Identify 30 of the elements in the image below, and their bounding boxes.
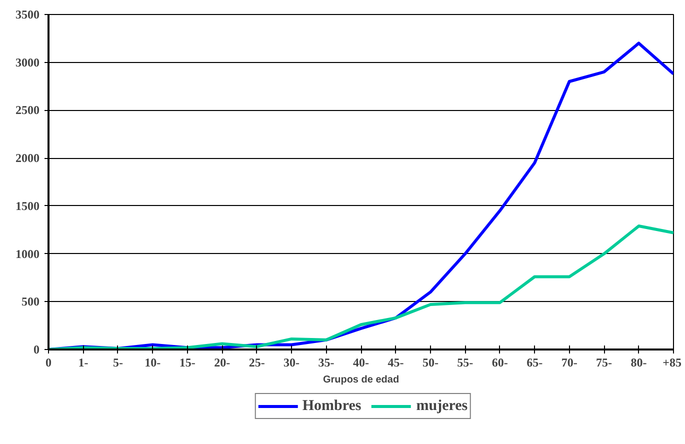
x-tick-label: 1- [78, 356, 88, 370]
y-tick-label: 3000 [16, 55, 40, 70]
y-tick-label: 0 [34, 342, 40, 356]
x-tick-label: +85 [662, 356, 682, 370]
x-tick-label: 60- [492, 356, 508, 370]
x-tick-label: 50- [422, 356, 438, 370]
x-tick-label: 25- [248, 356, 265, 370]
x-tick-label: 45- [388, 356, 404, 370]
legend-label: mujeres [416, 398, 468, 414]
x-tick-label: 35- [318, 356, 334, 370]
legend-label: Hombres [302, 398, 362, 414]
x-tick-label: 15- [179, 356, 196, 370]
x-axis-title: Grupos de edad [322, 374, 400, 386]
x-tick-label: 10- [144, 356, 161, 370]
y-tick-label: 2500 [16, 103, 40, 118]
y-tick-label: 1500 [16, 198, 40, 213]
x-tick-label: 30- [284, 356, 300, 370]
x-tick-label: 65- [526, 356, 543, 370]
y-tick-label: 1000 [16, 246, 40, 261]
x-tick-label: 0 [46, 356, 52, 370]
x-tick-label: 40- [353, 356, 369, 370]
y-tick-label: 500 [22, 294, 40, 309]
x-tick-label: 55- [457, 356, 474, 370]
x-tick-label: 70- [561, 356, 578, 370]
x-tick-label: 75- [596, 356, 612, 370]
y-tick-label: 2000 [16, 151, 40, 166]
x-tick-label: 5- [112, 356, 123, 370]
x-tick-label: 20- [214, 356, 230, 370]
y-tick-label: 3500 [16, 8, 40, 22]
x-tick-label: 80- [630, 356, 647, 370]
